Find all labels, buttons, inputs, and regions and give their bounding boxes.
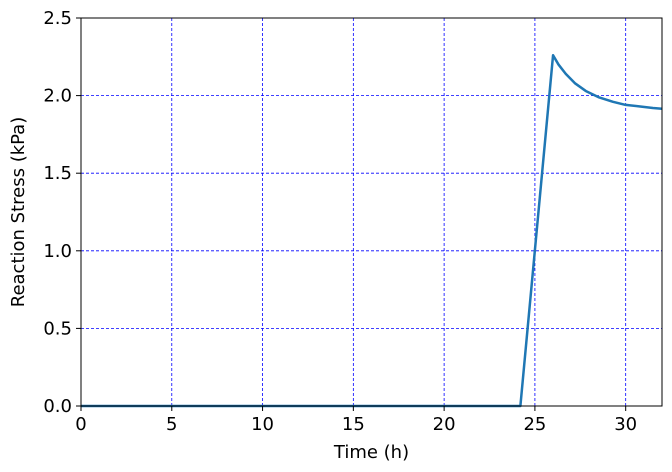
x-axis-label: Time (h) xyxy=(333,442,409,463)
x-tick-label: 10 xyxy=(251,414,274,435)
x-axis: 0 5 10 15 20 25 30 xyxy=(75,406,637,435)
series-line xyxy=(81,54,663,408)
x-tick-label: 25 xyxy=(523,414,546,435)
x-tick-label: 15 xyxy=(342,414,365,435)
series-group xyxy=(81,54,663,408)
y-axis: 0.0 0.5 1.0 1.5 2.0 2.5 xyxy=(43,8,81,417)
x-tick-label: 5 xyxy=(166,414,177,435)
plot-frame xyxy=(80,17,663,407)
y-tick-label: 2.0 xyxy=(43,86,72,107)
y-tick-label: 0.0 xyxy=(43,396,72,417)
y-tick-label: 0.5 xyxy=(43,318,72,339)
x-tick-label: 20 xyxy=(433,414,456,435)
y-tick-label: 1.5 xyxy=(43,163,72,184)
y-tick-label: 1.0 xyxy=(43,241,72,262)
x-tick-label: 0 xyxy=(75,414,86,435)
x-tick-label: 30 xyxy=(614,414,637,435)
grid-lines xyxy=(81,18,662,406)
y-axis-label: Reaction Stress (kPa) xyxy=(8,117,29,308)
y-tick-label: 2.5 xyxy=(43,8,72,29)
